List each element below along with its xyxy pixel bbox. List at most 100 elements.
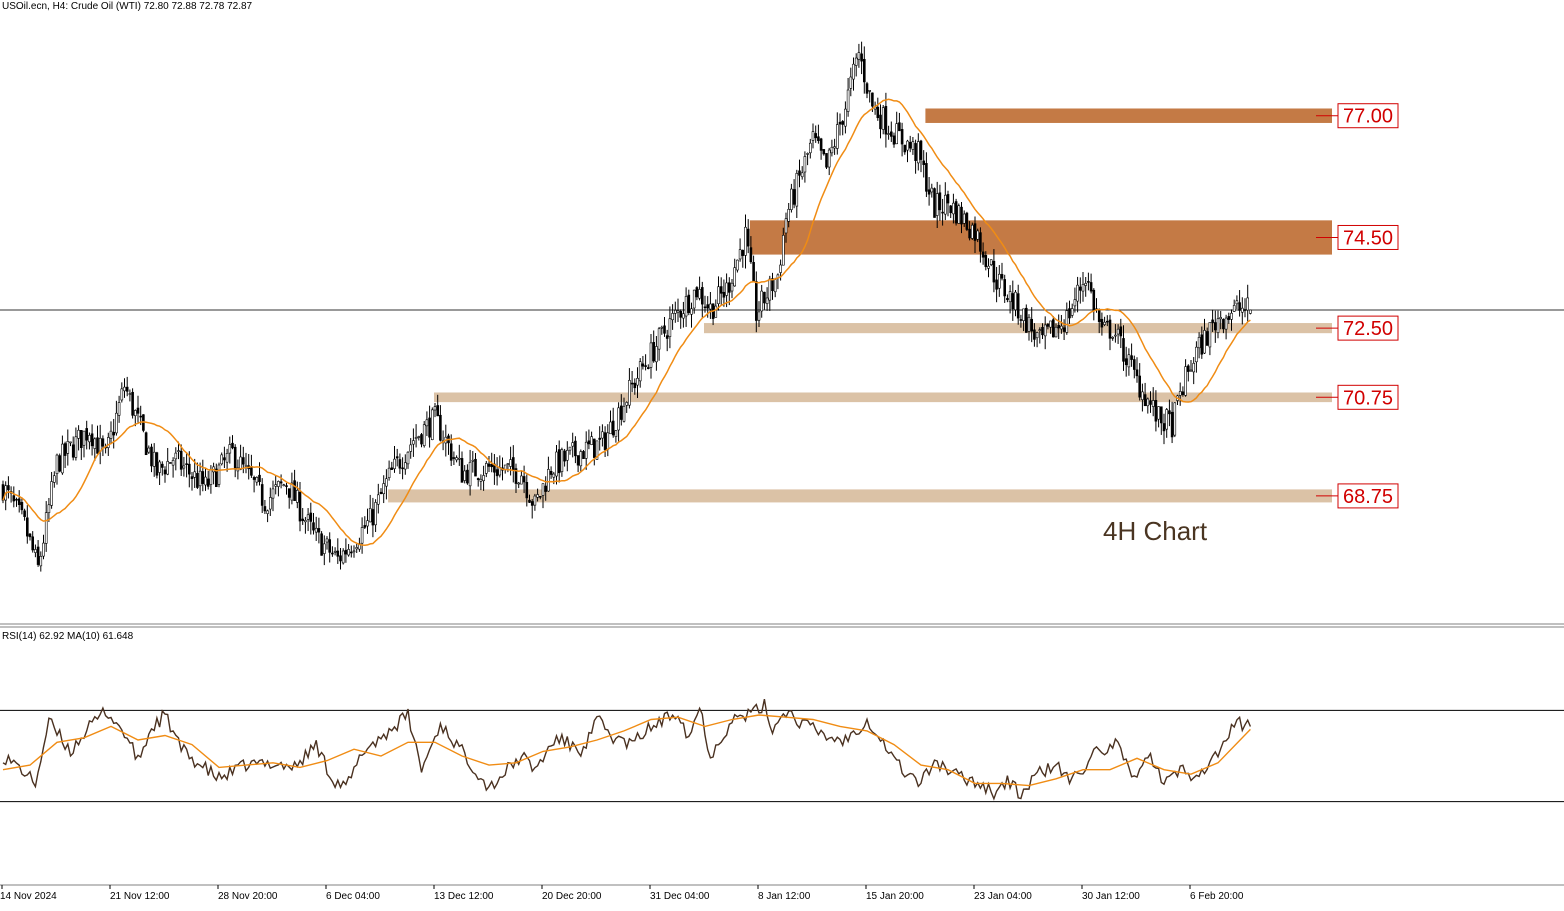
candle [425, 411, 429, 437]
candle [282, 483, 286, 487]
candle [352, 545, 356, 558]
candle [179, 444, 183, 477]
candle [590, 431, 593, 446]
candle [1019, 314, 1023, 328]
candle [889, 121, 893, 142]
candle [663, 317, 666, 337]
candle [822, 149, 826, 156]
candle [884, 92, 888, 148]
candle [198, 462, 202, 496]
candle [147, 445, 151, 454]
candle [1249, 309, 1252, 315]
candle [1246, 284, 1249, 323]
x-tick-label: 8 Jan 12:00 [758, 891, 811, 902]
candle [123, 378, 126, 398]
candle [803, 151, 807, 183]
candle [943, 182, 947, 221]
candle [274, 475, 278, 495]
candle [879, 104, 882, 139]
candle [1016, 284, 1020, 325]
candle [355, 543, 359, 553]
level-zone-3 [434, 392, 1332, 403]
candle [287, 488, 291, 509]
candle [120, 382, 124, 403]
candle [58, 453, 62, 473]
candle [892, 132, 896, 148]
candle [622, 397, 626, 423]
candle [911, 137, 915, 155]
level-label-1: 74.50 [1343, 227, 1393, 249]
candle [228, 436, 232, 464]
candle [908, 135, 912, 153]
candle [1060, 314, 1063, 334]
candle [1222, 318, 1225, 334]
candle [1192, 357, 1195, 385]
candle [938, 184, 942, 221]
candle [744, 214, 747, 269]
candle [1054, 323, 1058, 338]
candle [811, 123, 815, 149]
candle [393, 445, 396, 473]
candle [1008, 285, 1012, 314]
candle [166, 447, 169, 476]
candle [96, 425, 99, 454]
candle [331, 546, 334, 557]
candle [196, 462, 199, 489]
candle [204, 467, 207, 491]
candle [876, 97, 880, 121]
candle [900, 122, 904, 157]
candle [85, 420, 88, 450]
candle [487, 455, 491, 472]
candle [225, 448, 229, 472]
rsi-ma-line [2, 714, 1251, 787]
candle [957, 203, 961, 224]
candle [582, 450, 585, 460]
candle [806, 152, 809, 166]
candle [55, 453, 59, 485]
candle [960, 201, 963, 234]
candle [1143, 382, 1147, 407]
moving-average-layer [2, 98, 1251, 547]
candle [169, 462, 172, 464]
candle [239, 444, 242, 471]
candle [916, 133, 920, 171]
candle [541, 483, 545, 509]
candle [976, 228, 980, 243]
candle [23, 508, 26, 521]
candle [93, 437, 97, 461]
candle [155, 451, 159, 479]
candle [301, 508, 305, 525]
candle [709, 291, 712, 319]
candle [830, 139, 834, 157]
candle [768, 275, 772, 311]
candle [525, 474, 529, 507]
candle [217, 462, 221, 488]
candle [757, 301, 761, 327]
candle [277, 480, 280, 497]
x-tick-label: 23 Jan 04:00 [974, 891, 1032, 902]
candle [584, 431, 588, 470]
candle [598, 426, 602, 451]
candle [158, 459, 161, 486]
candle [817, 124, 820, 144]
candle [271, 480, 275, 512]
candle [949, 205, 953, 219]
candle [50, 471, 53, 509]
candle [406, 451, 410, 469]
candle [293, 469, 296, 501]
candle [1224, 314, 1228, 340]
candle [741, 249, 745, 268]
candle [906, 139, 909, 163]
x-tick-label: 13 Dec 12:00 [434, 891, 494, 902]
candle [1097, 308, 1101, 334]
symbol-header: USOil.ecn, H4: Crude Oil (WTI) 72.80 72.… [2, 1, 253, 12]
candle [304, 516, 307, 534]
candle [201, 459, 205, 492]
candle [185, 452, 188, 478]
candle [819, 137, 823, 160]
candle [638, 358, 642, 388]
candle [517, 481, 521, 489]
moving-average-line [2, 98, 1251, 547]
candle [979, 227, 982, 263]
